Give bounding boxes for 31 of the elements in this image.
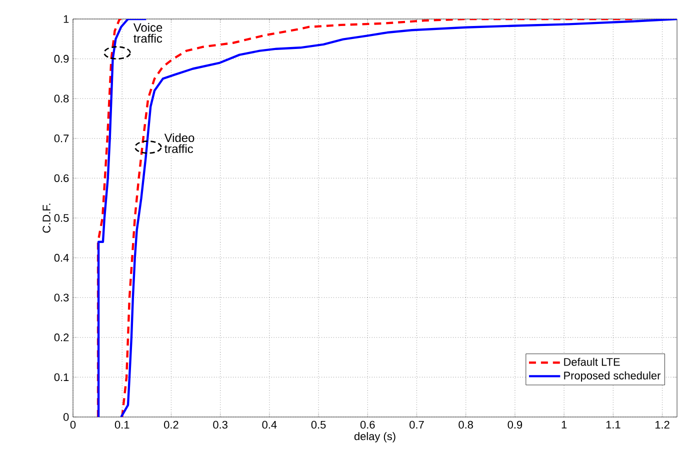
y-tick-label: 0: [63, 413, 69, 421]
x-tick-label: 0: [70, 420, 76, 429]
x-tick-label: 1.1: [606, 420, 620, 428]
y-tick-label: 0.9: [54, 54, 69, 63]
line-series: [96, 18, 124, 417]
x-tick-label: 0.6: [360, 420, 375, 429]
x-axis-title: delay (s): [354, 432, 396, 442]
x-tick-label: 0.2: [164, 420, 178, 429]
x-tick-label: 0.7: [410, 420, 424, 429]
y-tick-label: 0.7: [54, 134, 69, 142]
x-tick-label: 0.5: [311, 420, 326, 429]
legend-label: Default LTE: [564, 358, 620, 366]
annotation: Voice traffic: [133, 22, 162, 43]
x-tick-label: 1.2: [655, 420, 670, 429]
annotation: Video traffic: [164, 133, 194, 154]
y-tick-label: 1: [64, 15, 69, 23]
legend-label: Proposed scheduler: [564, 371, 661, 382]
x-tick-label: 0.4: [262, 420, 277, 429]
y-tick-label: 0.6: [54, 174, 69, 182]
y-tick-label: 0.4: [54, 254, 69, 262]
x-tick-label: 1: [562, 420, 567, 428]
y-tick-label: 0.1: [54, 373, 69, 382]
x-tick-label: 0.1: [114, 420, 130, 429]
y-tick-label: 0.2: [54, 334, 69, 342]
x-tick-label: 0.9: [508, 420, 522, 429]
y-tick-label: 0.3: [54, 294, 69, 302]
x-tick-label: 0.3: [213, 420, 228, 429]
y-axis-title: C.D.F.: [42, 204, 50, 233]
x-tick-label: 0.8: [458, 420, 473, 429]
y-tick-label: 0.5: [54, 214, 69, 222]
y-tick-label: 0.8: [54, 94, 69, 102]
